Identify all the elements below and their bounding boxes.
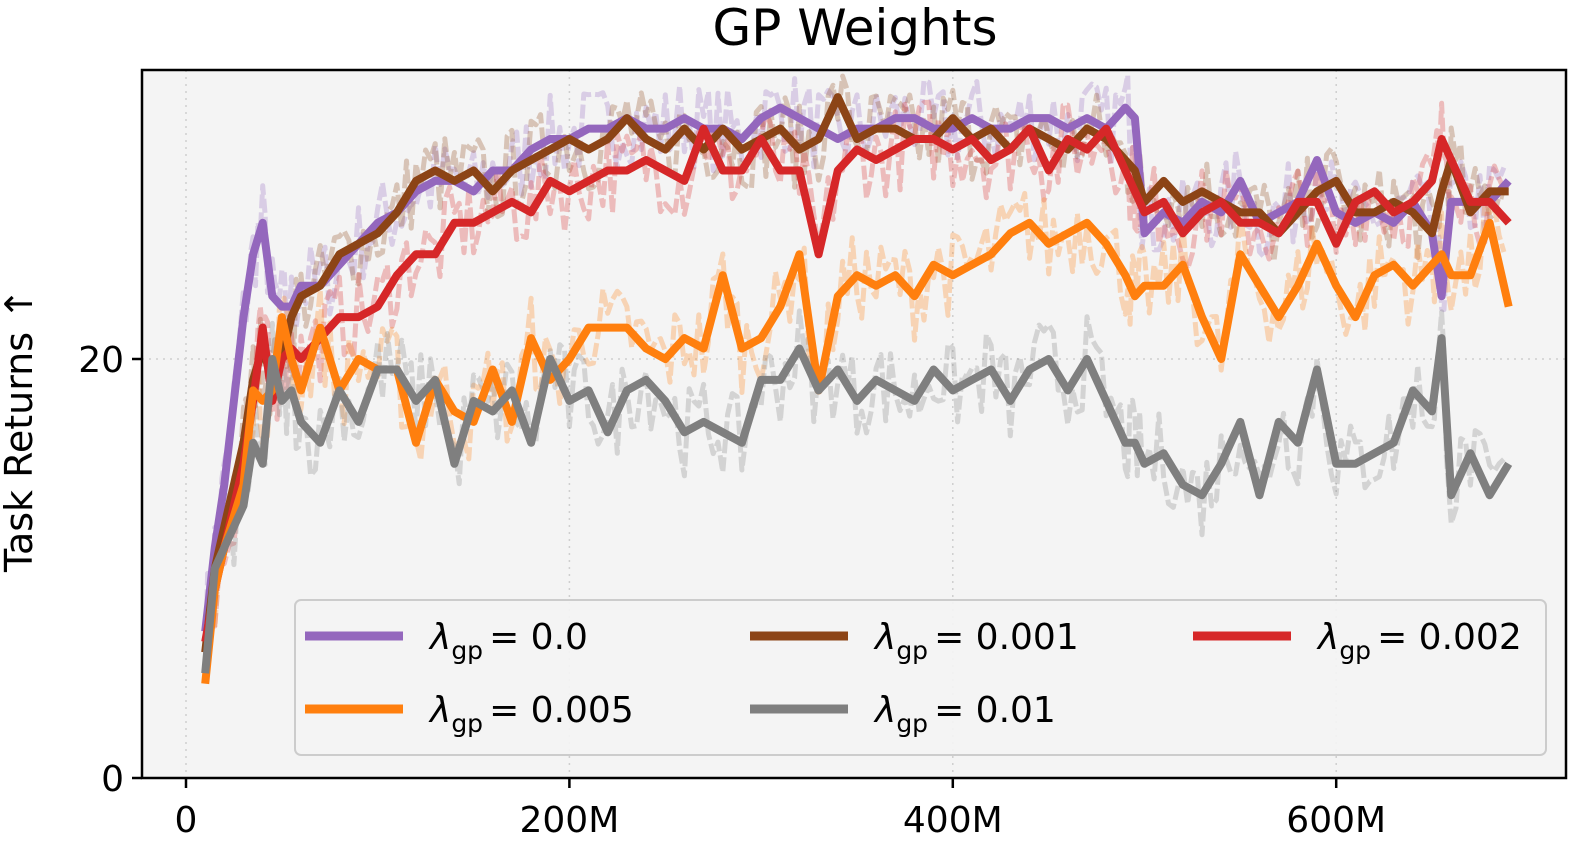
y-axis-label: Task Returns ↑ [0,288,41,573]
plot-frame [140,68,1568,780]
legend: λgp = 0.0 λgp = 0.001 λgp = 0.002 λgp = 0.005 λg… [294,599,1547,756]
chart-title: GP Weights [712,0,997,57]
legend-label-4: λgp = 0.01 [873,690,1056,738]
y-tick-label: 20 [78,340,124,381]
x-tick-label: 400M [903,800,1003,841]
series-line-2 [201,124,1512,643]
series-line-4 [201,334,1513,674]
legend-label-0: λgp = 0.0 [428,617,588,665]
series-line-3 [201,218,1513,685]
legend-label-2: λgp = 0.002 [1316,617,1522,665]
x-tick-label: 0 [175,800,198,841]
legend-label-3: λgp = 0.005 [428,690,634,738]
y-tick-label: 0 [101,759,124,800]
raw-trace [202,190,1507,646]
series-lines [201,93,1513,685]
x-tick-label: 600M [1286,800,1386,841]
axis-ticks: 0 200M 400M 600M 0 20 [78,340,1386,841]
x-tick-label: 200M [520,800,620,841]
legend-label-1: λgp = 0.001 [873,617,1079,665]
